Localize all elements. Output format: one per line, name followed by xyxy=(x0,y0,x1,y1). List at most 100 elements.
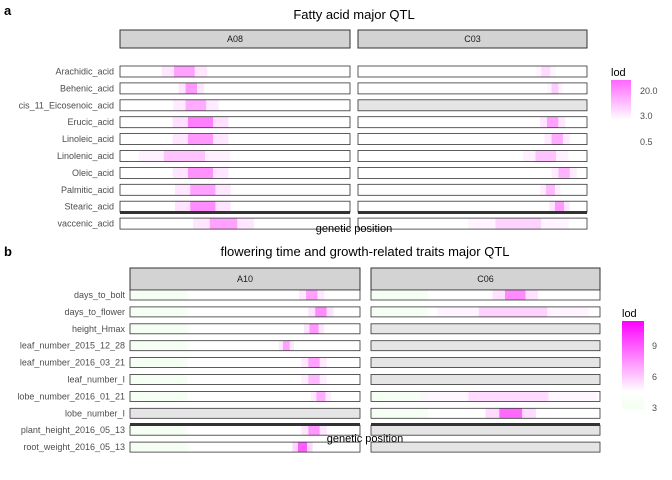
qtl-shoulder-left-A10-height_Hmax xyxy=(303,323,310,334)
qtl-shoulder-left-A08-vaccenic_acid xyxy=(193,218,210,230)
row-frame-A08-Palmitic_acid xyxy=(119,183,351,196)
legend-tick-b-1: 6 xyxy=(652,372,657,382)
heat-row-C03-Behenic_acid xyxy=(358,82,587,94)
legend-tick-b-0: 9 xyxy=(652,341,657,351)
row-label-Stearic_acid: Stearic_acid xyxy=(64,202,114,212)
heat-row-A08-Palmitic_acid xyxy=(120,184,350,196)
heat-row-C06-days_to_bolt xyxy=(371,290,600,300)
panel-letter-a: a xyxy=(4,3,12,18)
qtl-shoulder-right-C03-Arachidic_acid xyxy=(550,66,556,77)
panel-b-plot: A10 C06 days_to_bolt days_to_flower height_H… xyxy=(17,267,601,453)
qtl-shoulder-left-A08-Oleic_acid xyxy=(172,167,188,179)
qtl-peak-A08-Linoleic_acid xyxy=(187,133,214,145)
row-frame-C06-height_Hmax xyxy=(370,323,601,335)
row-frame-C03-Linolenic_acid xyxy=(357,150,588,162)
heat-row-A08-Oleic_acid xyxy=(120,167,350,179)
qtl-shoulder-right-A10-leaf_number_I xyxy=(319,374,327,385)
heat-row-C06-leaf_number_2016_03_21 xyxy=(371,357,600,368)
row-label-days_to_bolt: days_to_bolt xyxy=(74,290,126,300)
x-axis-label-b: genetic position xyxy=(327,433,403,445)
row-frame-C03-cis_11_Eicosenoic_acid xyxy=(357,99,588,112)
legend-tick-a-1: 3.0 xyxy=(640,111,653,121)
row-label-Behenic_acid: Behenic_acid xyxy=(60,83,114,93)
qtl-shoulder-right-A08-Stearic_acid xyxy=(215,201,231,213)
heat-row-A10-days_to_flower xyxy=(130,306,360,317)
heat-row-A08-Behenic_acid xyxy=(120,82,350,94)
heat-row-C03-Palmitic_acid xyxy=(358,184,587,196)
qtl-peak-A08-Oleic_acid xyxy=(187,167,214,179)
row-frame-C06-leaf_number_I xyxy=(370,374,601,385)
qtl-shoulder-left-C03-Oleic_acid xyxy=(551,167,559,179)
qtl-shoulder-right-A08-Arachidic_acid xyxy=(194,66,208,77)
qtl-shoulder-left-C06-days_to_bolt xyxy=(492,290,505,300)
qtl-shoulder-left-C06-lobe_number_2016_01_21 xyxy=(420,391,469,402)
qtl-peak-A10-height_Hmax xyxy=(309,323,319,334)
heat-row-C03-Oleic_acid xyxy=(358,167,587,179)
qtl-shoulder-right-A10-lobe_number_2016_01_21 xyxy=(325,391,332,402)
qtl-shoulder-left-A10-leaf_number_I xyxy=(301,374,309,385)
legend-title-b: lod xyxy=(622,308,637,320)
qtl-shoulder-left-A10-days_to_flower xyxy=(308,306,316,317)
heat-row-A10-plant_height_2016_05_13 xyxy=(130,425,360,436)
qtl-shoulder-right-A10-height_Hmax xyxy=(318,323,325,334)
qtl-shoulder-left-A08-cis_11_Eicosenoic_acid xyxy=(173,99,186,111)
qtl-peak-C03-Erucic_acid xyxy=(546,116,559,128)
qtl-peak-A10-days_to_bolt xyxy=(305,290,318,300)
row-frame-C03-Erucic_acid xyxy=(357,116,588,129)
qtl-shoulder-left-A10-days_to_bolt xyxy=(299,290,306,300)
row-frame-A08-cis_11_Eicosenoic_acid xyxy=(119,99,351,112)
row-frame-A08-vaccenic_acid xyxy=(119,217,351,230)
row-label-Arachidic_acid: Arachidic_acid xyxy=(55,67,114,77)
panel-letter-b: b xyxy=(4,244,12,259)
qtl-shoulder-left-A10-lobe_number_2016_01_21 xyxy=(310,391,317,402)
row-label-leaf_number_2016_03_21: leaf_number_2016_03_21 xyxy=(20,358,125,368)
row-label-root_weight_2016_05_13: root_weight_2016_05_13 xyxy=(23,442,125,452)
row-frame-A10-lobe_number_2016_01_21 xyxy=(129,390,361,402)
heat-row-A10-leaf_number_2016_03_21 xyxy=(130,357,360,368)
qtl-peak-A08-vaccenic_acid xyxy=(209,218,238,230)
qtl-shoulder-right-A10-plant_height_2016_05_13 xyxy=(319,425,327,436)
qtl-shoulder-right-A08-Linolenic_acid xyxy=(205,150,230,162)
axis-bar-C06 xyxy=(371,423,600,426)
qtl-shoulder-left-C03-Palmitic_acid xyxy=(540,184,546,196)
row-frame-C03-Arachidic_acid xyxy=(357,65,588,78)
qtl-shoulder-left-C03-Linolenic_acid xyxy=(523,150,536,162)
heat-tint-A10-days_to_bolt xyxy=(130,290,188,300)
heat-row-A10-leaf_number_2015_12_28 xyxy=(130,340,360,351)
qtl-shoulder-right-A10-leaf_number_2016_03_21 xyxy=(319,357,327,368)
qtl-peak-C06-days_to_flower xyxy=(478,306,548,317)
facet-label-A08: A08 xyxy=(227,34,243,44)
panel-a-plot: A08 C03 Arachidic_acid Behenic_acid cis_11_E… xyxy=(19,29,588,230)
row-frame-A10-height_Hmax xyxy=(129,323,361,335)
heat-row-C06-leaf_number_2015_12_28 xyxy=(371,340,600,351)
qtl-shoulder-right-A10-days_to_flower xyxy=(326,306,334,317)
axis-bar-C03 xyxy=(358,211,587,214)
qtl-shoulder-right-C06-days_to_flower xyxy=(547,306,589,317)
heat-tint-A10-leaf_number_I xyxy=(130,374,188,385)
row-frame-A08-Oleic_acid xyxy=(119,166,351,179)
row-frame-C03-Linoleic_acid xyxy=(357,133,588,146)
row-frame-C03-Oleic_acid xyxy=(357,166,588,179)
heat-row-C03-Linolenic_acid xyxy=(358,150,587,162)
qtl-shoulder-right-A08-Linoleic_acid xyxy=(213,133,229,145)
qtl-shoulder-left-A08-Arachidic_acid xyxy=(161,66,175,77)
row-label-Linolenic_acid: Linolenic_acid xyxy=(57,151,114,161)
qtl-peak-A10-plant_height_2016_05_13 xyxy=(308,425,320,436)
qtl-shoulder-left-A08-Linoleic_acid xyxy=(172,133,188,145)
qtl-shoulder-left-C03-Linoleic_acid xyxy=(544,133,552,145)
legend-title-a: lod xyxy=(611,67,626,79)
row-frame-C06-leaf_number_2016_03_21 xyxy=(370,357,601,369)
row-frame-C06-days_to_flower xyxy=(370,306,601,318)
heat-tint-C06-lobe_number_I xyxy=(371,408,429,419)
qtl-shoulder-left-C03-Erucic_acid xyxy=(540,116,547,128)
qtl-shoulder-right-C03-vaccenic_acid xyxy=(541,218,569,230)
row-frame-C06-lobe_number_I xyxy=(370,407,601,419)
row-label-lobe_number_I: lobe_number_I xyxy=(65,408,125,418)
legend-colorbar-a xyxy=(611,80,631,120)
row-frame-A08-Erucic_acid xyxy=(119,116,351,129)
heat-row-A08-Linoleic_acid xyxy=(120,133,350,145)
heat-tint-A10-plant_height_2016_05_13 xyxy=(130,425,188,436)
heat-row-A08-cis_11_Eicosenoic_acid xyxy=(120,99,350,111)
heat-tint-A10-height_Hmax xyxy=(130,323,188,334)
heat-tint-A10-days_to_flower xyxy=(130,306,188,317)
